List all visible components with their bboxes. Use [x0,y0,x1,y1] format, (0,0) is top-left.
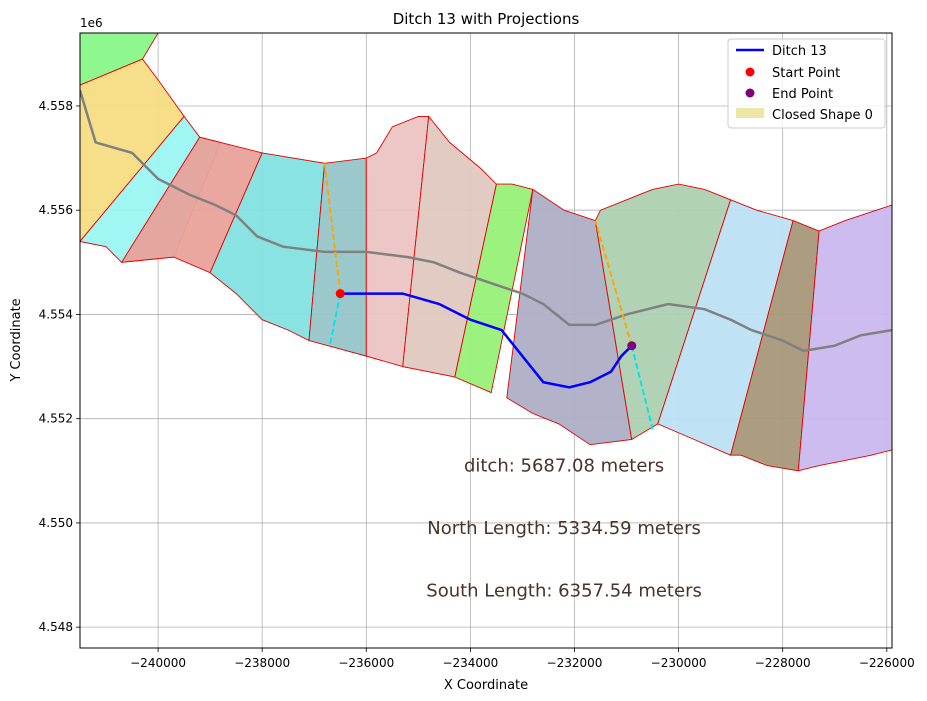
north-projection [594,220,633,346]
closed-shapes [80,33,892,472]
legend-box [727,38,886,129]
ditch-line [340,292,633,389]
y-tick-label: 4.552 [39,412,73,426]
lines [80,89,892,430]
length-annotation: South Length: 6357.54 meters [426,581,702,602]
y-tick-label: 4.554 [39,307,73,321]
start-point-marker [335,289,345,299]
ticks: −240000 −238000 −236000 −234000 −232000 −2300… [39,99,915,670]
legend-label-ditch: Ditch 13 [772,44,827,59]
y-tick-label: 4.558 [39,99,73,113]
closed-shape [797,204,892,472]
legend-patch-swatch [736,108,764,118]
legend-label-end: End Point [772,87,833,102]
y-offset-label: 1e6 [80,16,103,30]
x-tick-label: −228000 [755,656,811,670]
y-tick-label: 4.550 [39,516,73,530]
legend-start-swatch [745,67,755,77]
x-axis-label: X Coordinate [444,678,528,693]
closed-shape [80,58,185,243]
legend-label-start: Start Point [772,66,840,81]
x-tick-label: −238000 [234,656,290,670]
length-annotation: North Length: 5334.59 meters [427,518,701,539]
south-projection [630,345,654,430]
x-tick-label: −226000 [859,656,915,670]
centerline [80,89,892,353]
x-tick-label: −232000 [547,656,603,670]
legend-end-swatch [745,88,755,98]
north-projection [323,163,342,294]
plot-frame [79,32,893,649]
legend: Ditch 13 Start Point End Point Closed Sh… [727,38,886,129]
closed-shape [365,115,430,368]
length-annotation: ditch: 5687.08 meters [464,456,664,477]
x-tick-label: −230000 [651,656,707,670]
x-tick-label: −240000 [130,656,186,670]
chart-title: Ditch 13 with Projections [393,10,580,28]
closed-shape [594,183,732,441]
x-tick-label: −234000 [442,656,498,670]
x-tick-label: −236000 [338,656,394,670]
end-point-marker [627,341,637,351]
annotations: ditch: 5687.08 meters North Length: 5334.… [426,456,702,602]
y-tick-label: 4.548 [39,620,73,634]
legend-label-shape: Closed Shape 0 [772,108,873,123]
y-axis-label: Y Coordinate [9,298,24,382]
y-tick-label: 4.556 [39,203,73,217]
